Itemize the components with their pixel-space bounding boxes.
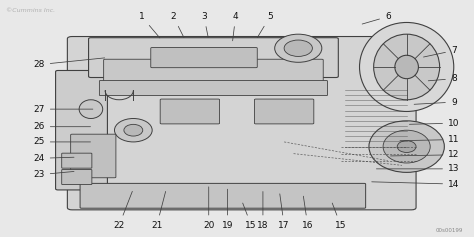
Ellipse shape bbox=[383, 130, 430, 163]
Text: 17: 17 bbox=[278, 194, 290, 230]
FancyBboxPatch shape bbox=[71, 134, 116, 178]
Text: 26: 26 bbox=[33, 122, 91, 131]
Text: 20: 20 bbox=[203, 187, 214, 230]
Text: 23: 23 bbox=[33, 170, 74, 179]
Text: 18: 18 bbox=[257, 191, 269, 230]
Ellipse shape bbox=[359, 23, 454, 111]
Text: 3: 3 bbox=[201, 12, 208, 37]
Ellipse shape bbox=[275, 34, 322, 62]
Ellipse shape bbox=[397, 141, 416, 152]
Ellipse shape bbox=[369, 121, 444, 172]
FancyBboxPatch shape bbox=[62, 169, 92, 185]
Text: 28: 28 bbox=[33, 58, 105, 69]
FancyBboxPatch shape bbox=[55, 70, 108, 190]
Text: 15: 15 bbox=[332, 203, 346, 230]
FancyBboxPatch shape bbox=[160, 99, 219, 124]
Text: 19: 19 bbox=[222, 189, 233, 230]
Text: ©Cummins Inc.: ©Cummins Inc. bbox=[6, 9, 55, 14]
Ellipse shape bbox=[395, 55, 419, 79]
Text: 6: 6 bbox=[362, 12, 391, 24]
FancyBboxPatch shape bbox=[100, 81, 328, 96]
FancyBboxPatch shape bbox=[104, 59, 323, 84]
Text: 27: 27 bbox=[33, 105, 93, 114]
Text: 1: 1 bbox=[139, 12, 160, 38]
Text: 22: 22 bbox=[114, 191, 132, 230]
Text: 14: 14 bbox=[372, 180, 459, 189]
FancyBboxPatch shape bbox=[67, 36, 416, 210]
Text: 00s00199: 00s00199 bbox=[436, 228, 463, 233]
Text: 25: 25 bbox=[33, 137, 91, 146]
FancyBboxPatch shape bbox=[62, 153, 92, 168]
Text: 2: 2 bbox=[171, 12, 184, 37]
Text: 10: 10 bbox=[410, 119, 459, 128]
FancyBboxPatch shape bbox=[80, 183, 365, 208]
Ellipse shape bbox=[115, 118, 152, 142]
Ellipse shape bbox=[124, 124, 143, 136]
Ellipse shape bbox=[79, 100, 103, 118]
Text: 24: 24 bbox=[34, 154, 74, 163]
Text: 11: 11 bbox=[400, 135, 459, 144]
Ellipse shape bbox=[284, 40, 312, 56]
Text: 9: 9 bbox=[414, 98, 456, 107]
Text: 5: 5 bbox=[257, 12, 273, 38]
FancyBboxPatch shape bbox=[89, 38, 338, 77]
Text: 7: 7 bbox=[423, 46, 456, 57]
Text: 12: 12 bbox=[391, 150, 459, 159]
Ellipse shape bbox=[374, 34, 439, 100]
Text: 13: 13 bbox=[376, 164, 459, 173]
Text: 16: 16 bbox=[302, 196, 313, 230]
Text: 8: 8 bbox=[428, 74, 456, 83]
Text: 4: 4 bbox=[233, 12, 238, 41]
Text: 15: 15 bbox=[243, 203, 257, 230]
FancyBboxPatch shape bbox=[255, 99, 314, 124]
Text: 21: 21 bbox=[151, 191, 165, 230]
FancyBboxPatch shape bbox=[151, 48, 257, 68]
